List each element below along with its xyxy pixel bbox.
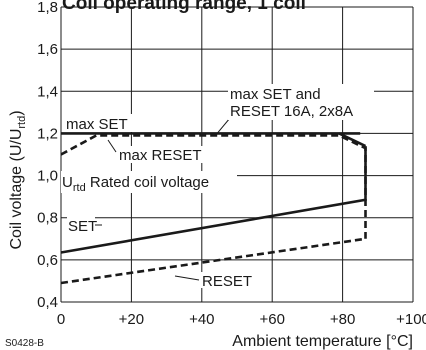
x-tick-label-5: +100 xyxy=(396,311,426,328)
y-axis-label-main: Coil voltage (U/U xyxy=(8,129,25,250)
series-max-reset xyxy=(60,134,367,239)
label-reset: RESET xyxy=(202,273,252,290)
figure-code: S0428-B xyxy=(5,338,44,349)
label-bg-rated xyxy=(61,171,237,193)
label-max-set-16a-line1: max SET and xyxy=(230,86,321,103)
y-tick-label-3: 1,0 xyxy=(37,168,58,185)
y-tick-label-2: 0,8 xyxy=(37,210,58,227)
label-bg-max-reset xyxy=(117,146,213,163)
x-tick-label-4: +80 xyxy=(330,311,355,328)
leader-max-reset xyxy=(107,139,117,153)
label-rated-prefix: U xyxy=(62,174,73,191)
x-axis-label: Ambient temperature [°C] xyxy=(232,333,413,350)
label-rated-text: Rated coil voltage xyxy=(86,174,209,191)
y-tick-label-7: 1,8 xyxy=(37,0,58,16)
series-reset xyxy=(60,237,366,285)
y-tick-label-5: 1,4 xyxy=(37,83,58,100)
series-lines xyxy=(60,132,367,285)
x-tick-label-1: +20 xyxy=(119,311,144,328)
y-tick-labels: 0,4 0,6 0,8 1,0 1,2 1,4 1,6 1,8 xyxy=(37,0,58,311)
label-max-set: max SET xyxy=(66,116,128,133)
y-axis-label: Coil voltage (U/Urtd) xyxy=(8,110,28,249)
annotation-leaders xyxy=(94,117,231,281)
y-tick-label-0: 0,4 xyxy=(37,294,58,311)
label-rated: Urtd Rated coil voltage xyxy=(62,174,209,194)
x-tick-labels: 0 +20 +40 +60 +80 +100 xyxy=(57,311,426,328)
label-max-reset: max RESET xyxy=(119,147,202,164)
x-tick-label-3: +60 xyxy=(259,311,284,328)
y-tick-label-4: 1,2 xyxy=(37,125,58,142)
label-set: SET xyxy=(68,218,97,235)
leader-max-set-16a xyxy=(214,117,231,137)
series-set xyxy=(60,146,367,254)
y-axis-label-end: ) xyxy=(8,110,25,115)
label-bg-set xyxy=(67,217,95,233)
label-bg-reset xyxy=(200,272,252,288)
y-axis-label-sub: rtd xyxy=(16,116,28,129)
y-tick-label-6: 1,6 xyxy=(37,41,58,58)
label-bg-max-set-16a xyxy=(228,84,374,120)
leader-reset xyxy=(174,275,200,281)
y-tick-label-1: 0,6 xyxy=(37,252,58,269)
label-rated-sub: rtd xyxy=(73,182,86,194)
x-tick-label-2: +40 xyxy=(189,311,214,328)
x-tick-label-0: 0 xyxy=(57,311,65,328)
label-bg-max-set xyxy=(64,114,132,132)
series-max-set-reset-16a xyxy=(338,132,367,148)
label-max-set-16a-line2: RESET 16A, 2x8A xyxy=(230,103,353,120)
